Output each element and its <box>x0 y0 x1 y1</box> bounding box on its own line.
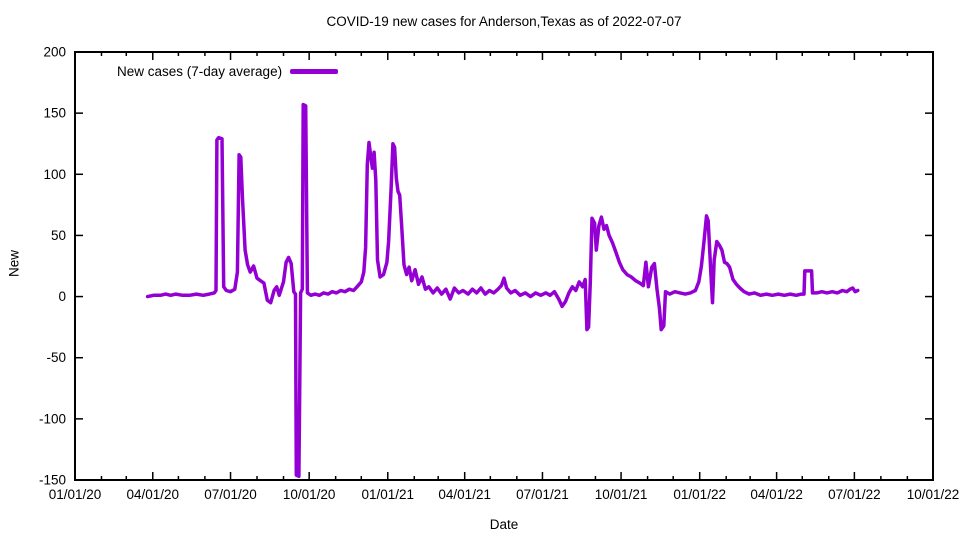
legend-line-swatch <box>290 68 339 74</box>
y-tick-label: -50 <box>46 350 66 365</box>
x-tick-label: 10/01/22 <box>907 487 960 502</box>
x-tick-label: 04/01/20 <box>126 487 179 502</box>
x-tick-label: 07/01/22 <box>828 487 881 502</box>
y-tick-label: -150 <box>39 473 66 488</box>
y-tick-label: 50 <box>51 228 66 243</box>
y-tick-label: 0 <box>58 289 66 304</box>
x-axis-label: Date <box>489 517 519 532</box>
y-tick-label: 100 <box>43 167 66 182</box>
x-tick-label: 01/01/22 <box>673 487 726 502</box>
y-tick-label: 150 <box>43 106 66 121</box>
data-line <box>145 102 860 479</box>
y-tick-label: -100 <box>39 411 66 426</box>
x-tick-label: 07/01/21 <box>516 487 569 502</box>
x-tick-label: 04/01/22 <box>750 487 803 502</box>
y-tick-label: 200 <box>43 45 66 60</box>
legend: New cases (7-day average) <box>117 62 339 80</box>
x-tick-label: 04/01/21 <box>438 487 491 502</box>
legend-label: New cases (7-day average) <box>117 63 283 79</box>
x-tick-label: 10/01/21 <box>595 487 648 502</box>
x-tick-label: 01/01/20 <box>49 487 102 502</box>
plot-border <box>74 51 934 481</box>
chart-title: COVID-19 new cases for Anderson,Texas as… <box>326 14 682 29</box>
x-tick-label: 01/01/21 <box>361 487 414 502</box>
x-tick-label: 10/01/20 <box>283 487 336 502</box>
y-axis-label: New <box>6 250 22 278</box>
x-tick-label: 07/01/20 <box>204 487 257 502</box>
